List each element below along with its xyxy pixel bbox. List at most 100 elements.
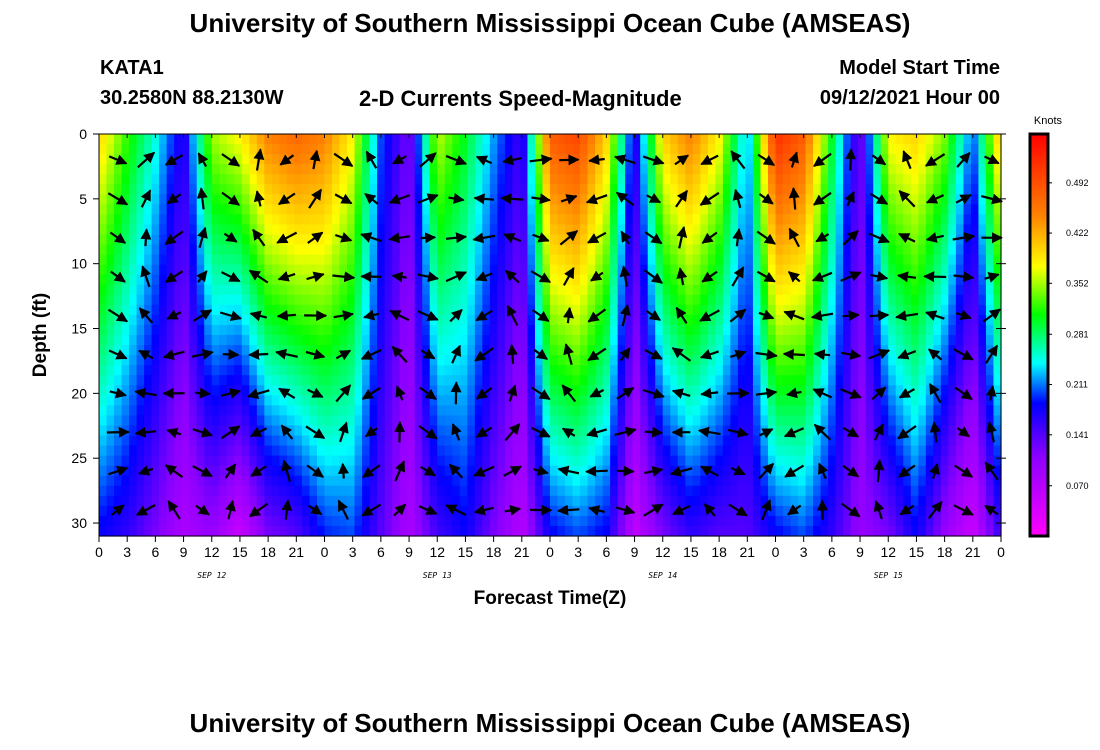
heatmap-cell xyxy=(271,274,280,286)
heatmap-cell xyxy=(174,415,183,427)
heatmap-cell xyxy=(940,254,949,266)
heatmap-cell xyxy=(519,144,529,155)
heatmap-cell xyxy=(843,375,852,386)
heatmap-cell xyxy=(647,385,656,396)
heatmap-cell xyxy=(377,224,386,236)
heatmap-cell xyxy=(294,365,303,376)
heatmap-cell xyxy=(993,425,1002,437)
heatmap-cell xyxy=(422,264,431,276)
heatmap-cell xyxy=(106,164,115,175)
current-arrow xyxy=(531,309,550,323)
heatmap-cell xyxy=(572,365,581,376)
heatmap-cell xyxy=(226,525,235,537)
heatmap-cell xyxy=(760,174,769,185)
heatmap-cell xyxy=(414,465,423,477)
heatmap-cell xyxy=(241,264,250,276)
heatmap-cell xyxy=(166,485,175,497)
heatmap-cell xyxy=(745,445,754,457)
heatmap-cell xyxy=(910,435,919,447)
heatmap-cell xyxy=(610,234,619,246)
heatmap-cell xyxy=(174,274,183,286)
heatmap-cell xyxy=(752,254,762,266)
heatmap-cell xyxy=(865,465,874,477)
heatmap-cell xyxy=(880,284,889,296)
heatmap-cell xyxy=(166,525,175,537)
heatmap-cell xyxy=(910,385,919,396)
heatmap-cell xyxy=(955,525,965,537)
heatmap-cell xyxy=(534,324,544,336)
heatmap-cell xyxy=(144,435,153,447)
heatmap-cell xyxy=(437,314,446,326)
heatmap-cell xyxy=(955,254,965,266)
heatmap-cell xyxy=(482,264,491,276)
heatmap-cell xyxy=(204,314,213,326)
heatmap-cell xyxy=(873,294,882,306)
heatmap-cell xyxy=(482,345,491,356)
heatmap-cell xyxy=(835,345,844,356)
heatmap-cell xyxy=(602,284,611,296)
heatmap-cell xyxy=(707,134,716,145)
heatmap-cell xyxy=(828,144,837,155)
heatmap-cell xyxy=(722,455,731,467)
heatmap-cell xyxy=(565,405,574,416)
heatmap-cell xyxy=(482,525,491,537)
heatmap-cell xyxy=(512,224,521,236)
heatmap-cell xyxy=(286,184,296,195)
heatmap-cell xyxy=(489,294,498,306)
heatmap-cell xyxy=(444,335,453,346)
heatmap-cell xyxy=(226,244,235,256)
heatmap-cell xyxy=(384,375,393,386)
heatmap-cell xyxy=(377,435,386,447)
heatmap-cell xyxy=(204,455,213,467)
heatmap-cell xyxy=(933,134,942,145)
heatmap-cell xyxy=(895,505,904,517)
heatmap-cell xyxy=(241,304,250,316)
heatmap-cell xyxy=(858,525,867,537)
heatmap-cell xyxy=(948,495,957,507)
heatmap-cell xyxy=(489,234,498,246)
heatmap-cell xyxy=(189,515,198,527)
heatmap-cell xyxy=(895,214,904,226)
heatmap-cell xyxy=(309,475,318,487)
heatmap-cell xyxy=(151,204,160,215)
heatmap-cell xyxy=(332,435,341,447)
heatmap-cell xyxy=(670,194,679,205)
heatmap-cell xyxy=(783,355,792,366)
heatmap-cell xyxy=(843,214,852,226)
heatmap-cell xyxy=(444,264,453,276)
current-arrow xyxy=(360,232,383,243)
heatmap-cell xyxy=(482,475,491,487)
current-arrow xyxy=(615,191,635,206)
heatmap-cell xyxy=(858,224,867,236)
heatmap-cell xyxy=(99,345,108,356)
heatmap-cell xyxy=(121,455,130,467)
heatmap-cell xyxy=(129,264,138,276)
heatmap-cell xyxy=(655,445,664,457)
heatmap-cell xyxy=(144,164,153,175)
heatmap-cell xyxy=(332,375,341,386)
heatmap-cell xyxy=(324,525,333,537)
heatmap-cell xyxy=(399,164,408,175)
heatmap-cell xyxy=(978,154,987,165)
heatmap-cell xyxy=(384,475,393,487)
heatmap-cell xyxy=(903,365,912,376)
heatmap-cell xyxy=(820,164,829,175)
heatmap-cell xyxy=(392,485,401,497)
heatmap-cell xyxy=(211,525,220,537)
heatmap-cell xyxy=(106,355,115,366)
heatmap-cell xyxy=(722,355,731,366)
heatmap-cell xyxy=(617,505,626,517)
heatmap-cell xyxy=(595,435,604,447)
heatmap-cell xyxy=(580,224,589,236)
heatmap-cell xyxy=(820,284,829,296)
heatmap-cell xyxy=(489,435,498,447)
heatmap-cell xyxy=(151,274,160,286)
heatmap-cell xyxy=(362,415,371,427)
heatmap-cell xyxy=(940,164,949,175)
heatmap-cell xyxy=(452,415,461,427)
heatmap-cell xyxy=(730,395,739,406)
heatmap-cell xyxy=(557,244,566,256)
heatmap-cell xyxy=(625,525,634,537)
heatmap-cell xyxy=(422,164,431,175)
heatmap-cell xyxy=(993,515,1002,527)
